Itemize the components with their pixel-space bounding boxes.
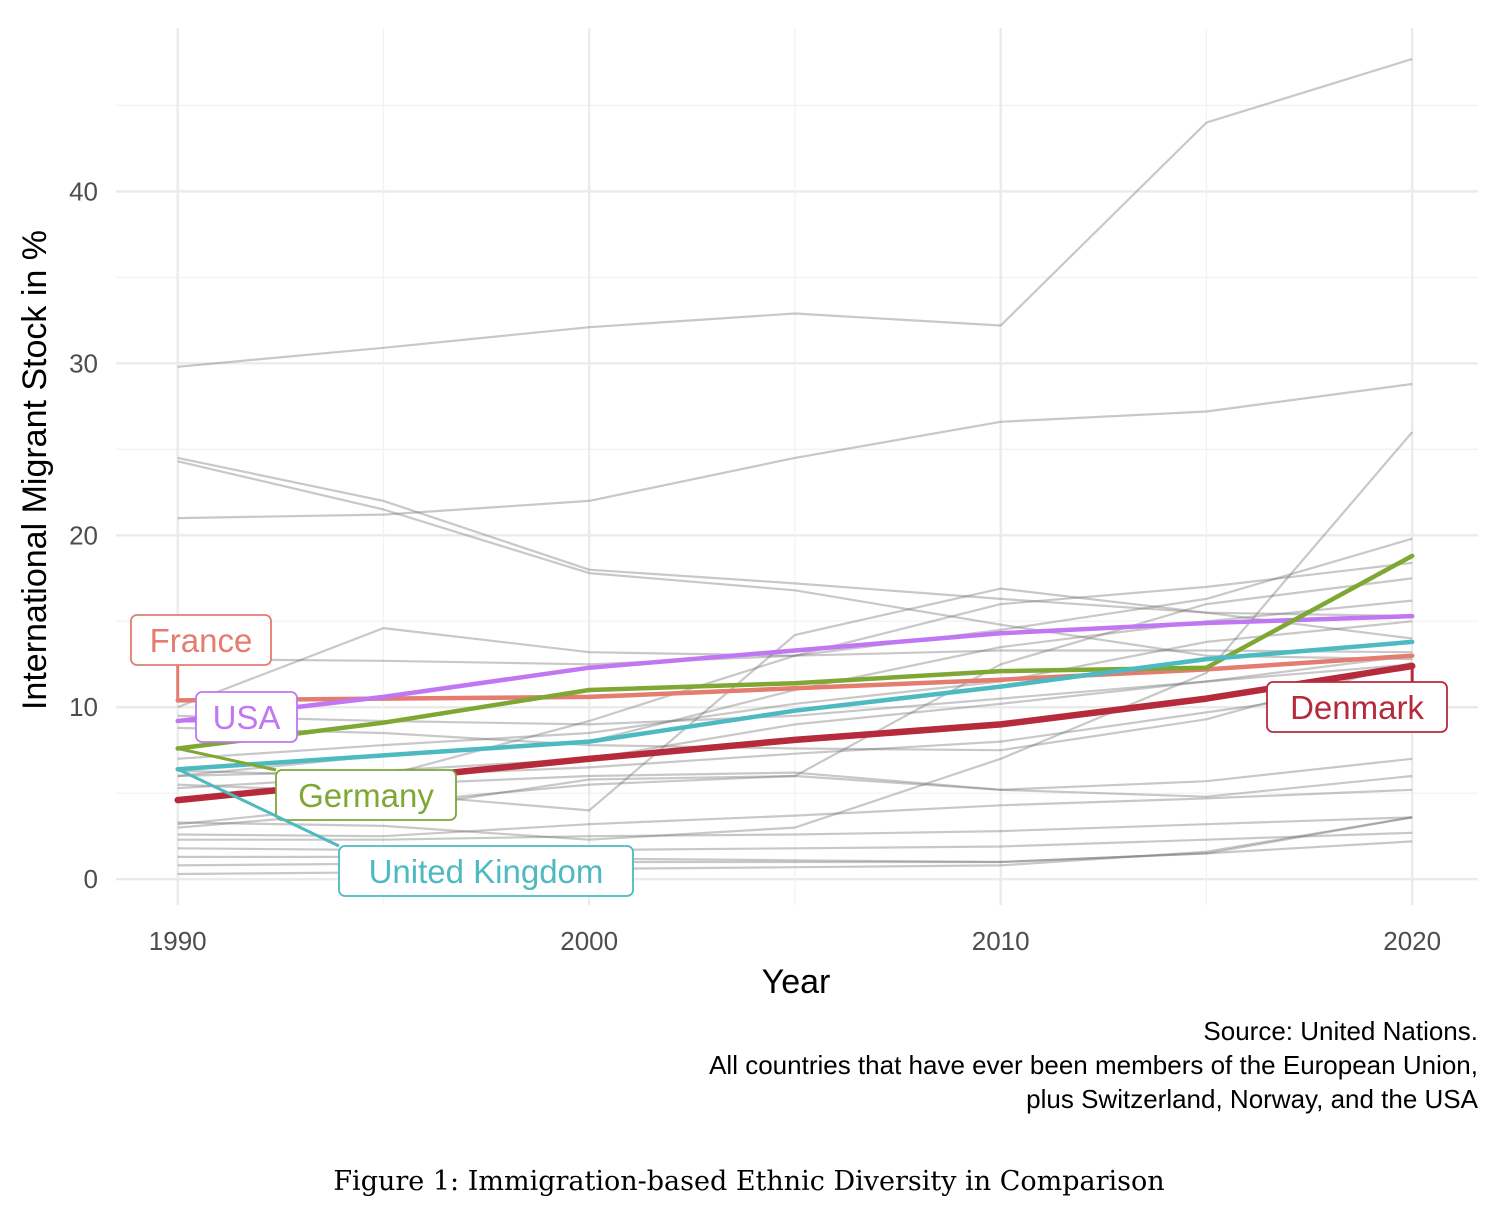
background-country-line bbox=[177, 788, 1413, 838]
background-country-line bbox=[177, 816, 1413, 841]
y-tick-label: 0 bbox=[84, 864, 98, 894]
label-box-denmark bbox=[1266, 681, 1448, 733]
label-leader-united-kingdom bbox=[177, 767, 340, 848]
source-line-3: plus Switzerland, Norway, and the USA bbox=[1026, 1084, 1478, 1114]
axis-ticks: 0 10 20 30 40 1990 2000 2010 2020 bbox=[69, 176, 1441, 956]
x-axis-title: Year bbox=[762, 963, 831, 1001]
y-tick-label: 10 bbox=[69, 692, 98, 722]
series-line-usa bbox=[175, 613, 1415, 724]
y-tick-label: 20 bbox=[69, 520, 98, 550]
x-tick-label: 1990 bbox=[149, 926, 207, 956]
figure-caption: Figure 1: Immigration-based Ethnic Diver… bbox=[333, 1166, 1165, 1197]
background-country-line bbox=[177, 537, 1413, 666]
series-label-united-kingdom: United Kingdom bbox=[369, 853, 604, 890]
source-line-2: All countries that have ever been member… bbox=[709, 1050, 1478, 1080]
y-tick-label: 30 bbox=[69, 348, 98, 378]
background-country-line bbox=[177, 382, 1413, 520]
y-axis-title: International Migrant Stock in % bbox=[16, 230, 54, 710]
series-label-france: France bbox=[150, 622, 253, 659]
series-label-denmark: Denmark bbox=[1290, 689, 1424, 726]
label-leader-germany bbox=[177, 747, 277, 772]
series-line-germany bbox=[175, 553, 1415, 751]
label-box-usa bbox=[195, 691, 298, 743]
label-box-germany bbox=[275, 769, 457, 821]
migrant-stock-chart: France USA Germany United Kingdom Denmark 0 1… bbox=[16, 28, 1478, 1001]
background-country-line bbox=[177, 661, 1413, 752]
label-box-united-kingdom bbox=[338, 845, 634, 897]
series-label-germany: Germany bbox=[298, 777, 434, 814]
y-tick-label: 40 bbox=[69, 176, 98, 206]
x-tick-label: 2010 bbox=[972, 926, 1030, 956]
background-country-line bbox=[177, 620, 1413, 760]
x-tick-label: 2020 bbox=[1383, 926, 1441, 956]
source-line-1: Source: United Nations. bbox=[1203, 1016, 1478, 1046]
background-country-line bbox=[177, 460, 1413, 661]
series-line-united-kingdom bbox=[175, 639, 1415, 772]
background-country-line bbox=[177, 431, 1414, 841]
background-country-line bbox=[177, 626, 1413, 709]
background-country-line bbox=[177, 57, 1413, 368]
series-label-usa: USA bbox=[213, 699, 281, 736]
country-labels: France USA Germany United Kingdom Denmark bbox=[130, 614, 1448, 897]
background-country-line bbox=[177, 456, 1413, 618]
label-box-france bbox=[130, 614, 272, 666]
background-country-lines bbox=[177, 57, 1414, 876]
x-tick-label: 2000 bbox=[560, 926, 618, 956]
